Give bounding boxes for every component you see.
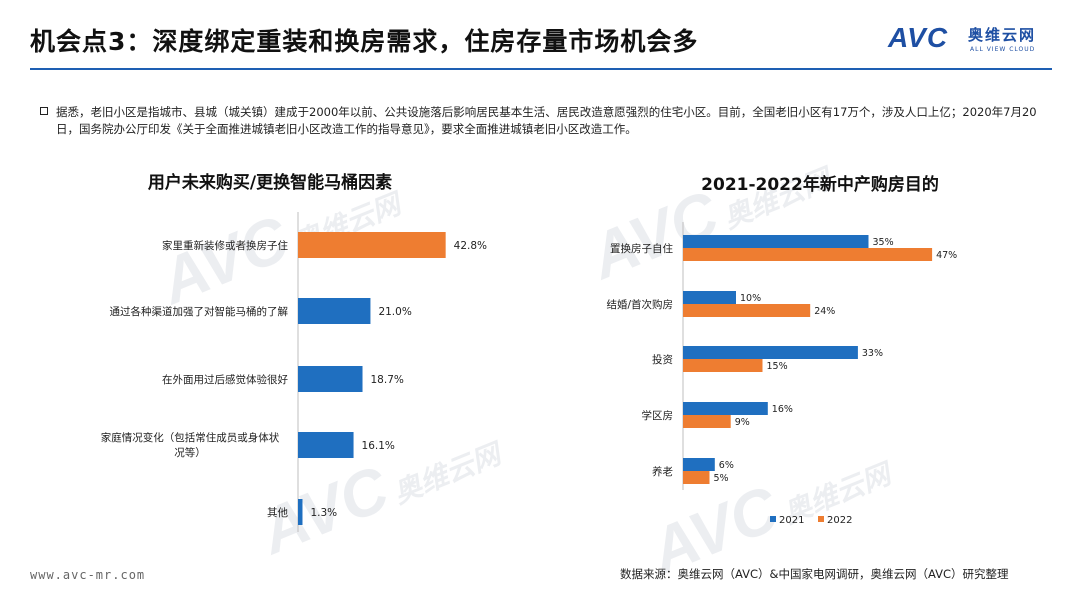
data-label-2021-5: 6% [719, 460, 734, 471]
legend-label-2022: 2022 [827, 515, 852, 526]
logo-en-text: ALL VIEW CLOUD [970, 46, 1036, 53]
data-label-2021-3: 33% [862, 348, 883, 359]
footer-url: www.avc-mr.com [30, 568, 146, 582]
category-label-4: 学区房 [642, 409, 674, 422]
right-chart-title: 2021-2022年新中产购房目的 [701, 175, 939, 195]
bar-2 [298, 298, 371, 324]
left-bar-chart: 42.8% 家里重新装修或者换房子住 21.0% 通过各种渠道加强了对智能马桶的了解 1… [101, 212, 487, 532]
logo-cn-text: 奥维云网 [968, 26, 1037, 44]
data-label-2022-4: 9% [735, 417, 750, 428]
data-label-2022-3: 15% [767, 361, 788, 372]
category-label-3: 在外面用过后感觉体验很好 [162, 373, 288, 386]
bar-2022-3 [683, 359, 763, 372]
category-label-3: 投资 [652, 353, 673, 366]
category-label-1: 家里重新装修或者换房子住 [162, 239, 288, 252]
category-label-2: 通过各种渠道加强了对智能马桶的了解 [110, 305, 289, 318]
category-label-5: 其他 [267, 506, 288, 519]
header-divider [30, 68, 1052, 70]
data-source-note: 数据来源：奥维云网（AVC）&中国家电网调研，奥维云网（AVC）研究整理 [620, 567, 1009, 581]
category-label-2: 结婚/首次购房 [606, 298, 673, 311]
data-label-2: 21.0% [378, 306, 411, 318]
bar-2022-1 [683, 248, 933, 261]
data-label-2021-2: 10% [740, 293, 761, 304]
category-label-1: 置换房子自住 [610, 242, 673, 255]
bar-1 [298, 232, 446, 258]
data-label-2021-4: 16% [772, 404, 793, 415]
square-bullet-icon [40, 107, 48, 115]
bar-4 [298, 432, 354, 458]
category-label-line: 家庭情况变化（包括常住成员或身体状 [101, 431, 280, 444]
data-label-2022-1: 47% [936, 250, 957, 261]
data-label-5: 1.3% [310, 507, 337, 519]
category-label-5: 养老 [652, 465, 673, 478]
legend-label-2021: 2021 [779, 515, 804, 526]
category-label-line: 况等） [174, 446, 206, 459]
data-label-4: 16.1% [362, 440, 395, 452]
bar-2022-2 [683, 304, 811, 317]
left-chart-title: 用户未来购买/更换智能马桶因素 [147, 173, 393, 193]
data-label-1: 42.8% [454, 240, 487, 252]
bar-2021-3 [683, 346, 858, 359]
bar-2021-4 [683, 402, 768, 415]
legend-swatch-2022 [818, 516, 824, 522]
bar-3 [298, 366, 363, 392]
bar-2022-5 [683, 471, 710, 484]
bar-2021-1 [683, 235, 869, 248]
page-title: 机会点3：深度绑定重装和换房需求，住房存量市场机会多 [30, 27, 699, 56]
data-label-3: 18.7% [371, 374, 404, 386]
logo-mark: AVC [888, 22, 949, 53]
bar-2022-4 [683, 415, 731, 428]
bar-2021-5 [683, 458, 715, 471]
legend-swatch-2021 [770, 516, 776, 522]
bar-5 [298, 499, 303, 525]
intro-paragraph: 据悉，老旧小区是指城市、县城（城关镇）建成于2000年以前、公共设施落后影响居民… [40, 104, 1050, 138]
brand-logo: AVC 奥维云网 ALL VIEW CLOUD [888, 20, 1058, 60]
data-label-2022-5: 5% [714, 473, 729, 484]
right-bar-chart: 35% 47% 置换房子自住 10% 24% 结婚/首次购房 33% 15% 投资 16% 9% 学区… [606, 222, 957, 526]
intro-text: 据悉，老旧小区是指城市、县城（城关镇）建成于2000年以前、公共设施落后影响居民… [56, 105, 1037, 136]
category-label-4: 家庭情况变化（包括常住成员或身体状况等） [101, 431, 280, 459]
data-label-2021-1: 35% [873, 237, 894, 248]
data-label-2022-2: 24% [814, 306, 835, 317]
bar-2021-2 [683, 291, 736, 304]
